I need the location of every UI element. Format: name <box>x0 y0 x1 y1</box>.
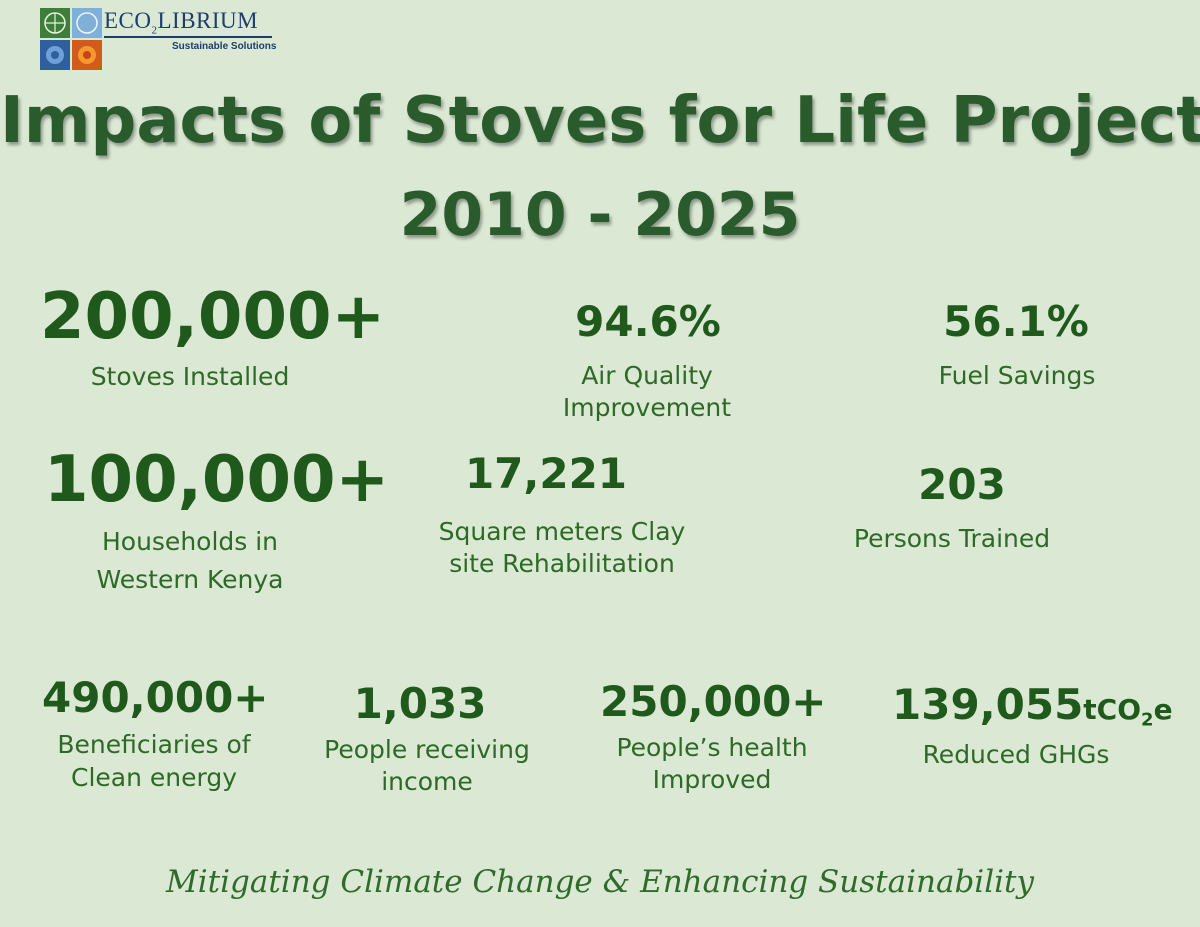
stat-households-value: 100,000+ <box>44 443 390 517</box>
logo-mark <box>40 8 102 70</box>
stat-ghg-unit-suffix: e <box>1153 693 1173 726</box>
stat-beneficiaries-value: 490,000+ <box>42 673 269 722</box>
logo-name-subscript: 2 <box>151 24 158 37</box>
logo-tagline: Sustainable Solutions <box>172 41 277 52</box>
stat-stoves-label: Stoves Installed <box>90 362 290 391</box>
stat-ghg-unit-subscript: 2 <box>1141 709 1154 731</box>
globe-tile <box>40 8 70 38</box>
logo-divider <box>104 36 272 38</box>
stat-health-value: 250,000+ <box>600 677 827 726</box>
stat-ghg-value: 139,055tCO2e <box>892 680 1173 731</box>
water-tile <box>40 40 70 70</box>
stat-clay-label-line1: Square meters Clay <box>438 517 686 546</box>
page-subtitle-years: 2010 - 2025 <box>399 180 801 250</box>
sky-tile <box>72 8 102 38</box>
stat-health-label-line2: Improved <box>652 765 772 794</box>
stat-income-label-line1: People receiving <box>324 735 530 764</box>
stat-households-label-line1: Households in <box>101 527 279 556</box>
stat-fuel-label: Fuel Savings <box>938 361 1096 390</box>
stat-beneficiaries-label-line2: Clean energy <box>70 763 237 792</box>
stat-air-label-line1: Air Quality <box>581 361 713 390</box>
logo-name-suffix: LIBRIUM <box>157 8 259 33</box>
stat-income-label-line2: income <box>381 767 473 796</box>
stat-clay-value: 17,221 <box>464 449 628 498</box>
stat-air-label-line2: Improvement <box>562 393 732 422</box>
stat-ghg-unit: tCO2e <box>1083 693 1173 731</box>
stat-stoves-value: 200,000+ <box>40 280 386 354</box>
stat-air-value: 94.6% <box>575 297 721 346</box>
stat-clay-label-line2: site Rehabilitation <box>449 549 675 578</box>
logo-name-prefix: ECO <box>104 8 152 33</box>
stat-households-label-line2: Western Kenya <box>96 565 284 594</box>
stat-ghg-unit-prefix: tCO <box>1083 693 1142 726</box>
stat-income-value: 1,033 <box>353 679 487 728</box>
stat-fuel-value: 56.1% <box>943 297 1089 346</box>
fire-tile <box>72 40 102 70</box>
stat-trained-value: 203 <box>918 460 1006 509</box>
page-title: Impacts of Stoves for Life Project <box>0 84 1200 158</box>
stat-ghg-label: Reduced GHGs <box>922 740 1110 769</box>
footer-tagline: Mitigating Climate Change & Enhancing Su… <box>165 864 1034 900</box>
stat-beneficiaries-label-line1: Beneficiaries of <box>57 730 251 759</box>
logo-name: ECO2LIBRIUM <box>104 8 258 37</box>
stat-trained-label: Persons Trained <box>853 524 1051 553</box>
stat-ghg-number: 139,055 <box>892 680 1084 729</box>
stat-health-label-line1: People’s health <box>616 733 808 762</box>
